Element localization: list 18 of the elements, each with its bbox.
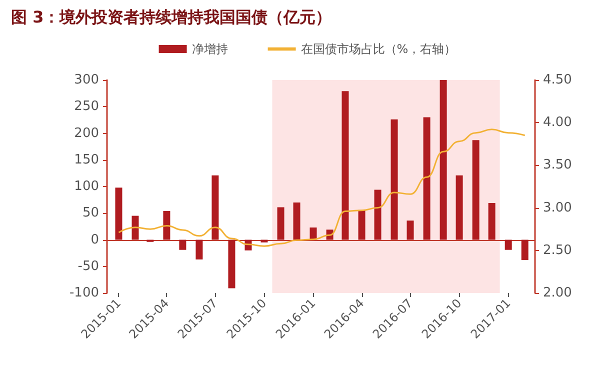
chart-title: 图 3：境外投资者持续增持我国国债（亿元） (11, 8, 332, 26)
y-tick-label: 0 (90, 232, 99, 248)
y2-tick-label: 3.50 (543, 158, 572, 173)
y-tick-label: 100 (74, 179, 99, 194)
y2-tick-label: 4.00 (543, 115, 572, 130)
y-tick-label: 250 (74, 99, 99, 114)
y-tick-label: 50 (82, 206, 99, 221)
legend-label: 净增持 (192, 42, 228, 56)
legend-label: 在国债市场占比（%，右轴） (300, 42, 456, 56)
y-tick-label: 300 (74, 72, 99, 88)
y2-tick-label: 2.50 (543, 242, 572, 258)
y-tick-label: -100 (69, 286, 99, 300)
y-tick-label: -50 (78, 258, 99, 274)
y-tick-label: 150 (74, 152, 99, 168)
y2-tick-label: 2.00 (543, 286, 572, 300)
y2-tick-label: 3.00 (543, 200, 572, 216)
y2-tick-label: 4.50 (543, 72, 572, 88)
y-tick-label: 200 (74, 126, 99, 141)
